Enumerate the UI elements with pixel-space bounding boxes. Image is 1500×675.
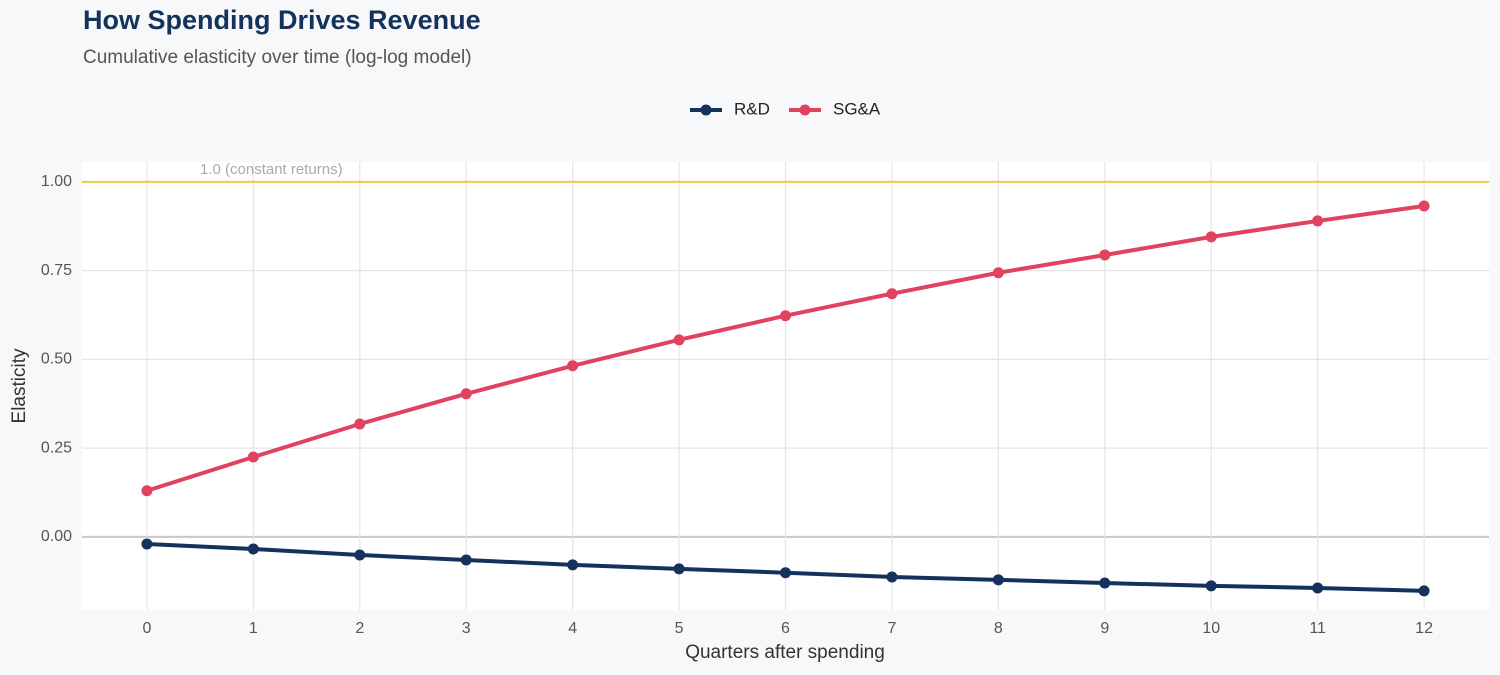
- y-tick-label: 0.75: [41, 262, 72, 279]
- data-point: [141, 485, 153, 497]
- x-tick-label: 9: [1100, 620, 1109, 637]
- data-point: [673, 563, 685, 575]
- reference-label: 1.0 (constant returns): [200, 161, 343, 178]
- x-tick-label: 5: [675, 620, 684, 637]
- data-point: [886, 288, 898, 300]
- chart-title: How Spending Drives Revenue: [83, 5, 481, 35]
- y-tick-label: 0.00: [41, 528, 72, 545]
- data-point: [1418, 585, 1430, 597]
- legend-label: SG&A: [833, 99, 881, 118]
- data-point: [886, 571, 898, 583]
- x-tick-label: 7: [887, 620, 896, 637]
- data-point: [460, 388, 472, 400]
- data-point: [354, 418, 366, 430]
- x-tick-label: 0: [142, 620, 151, 637]
- x-tick-label: 4: [568, 620, 577, 637]
- x-tick-label: 2: [355, 620, 364, 637]
- x-tick-label: 8: [994, 620, 1003, 637]
- x-tick-label: 6: [781, 620, 790, 637]
- data-point: [1418, 200, 1430, 212]
- data-point: [1205, 580, 1217, 592]
- legend-swatch-dot: [799, 104, 811, 116]
- legend-label: R&D: [734, 99, 770, 118]
- legend-swatch-dot: [700, 104, 712, 116]
- data-point: [1312, 215, 1324, 227]
- data-point: [567, 559, 579, 571]
- x-tick-label: 12: [1415, 620, 1433, 637]
- y-tick-label: 0.25: [41, 439, 72, 456]
- data-point: [1205, 231, 1217, 243]
- x-axis-title: Quarters after spending: [685, 642, 885, 663]
- data-point: [247, 543, 259, 555]
- data-point: [460, 554, 472, 566]
- data-point: [1099, 577, 1111, 589]
- data-point: [673, 334, 685, 346]
- x-tick-label: 3: [462, 620, 471, 637]
- y-axis-title: Elasticity: [9, 348, 30, 423]
- y-tick-label: 0.50: [41, 351, 72, 368]
- data-point: [780, 310, 791, 322]
- data-point: [141, 538, 153, 550]
- x-tick-label: 1: [249, 620, 258, 637]
- x-tick-label: 11: [1309, 620, 1326, 637]
- chart-subtitle: Cumulative elasticity over time (log-log…: [83, 47, 472, 68]
- data-point: [1099, 249, 1111, 261]
- data-point: [780, 567, 791, 579]
- data-point: [992, 574, 1004, 586]
- data-point: [992, 267, 1004, 279]
- data-point: [247, 451, 259, 463]
- data-point: [567, 360, 579, 372]
- x-tick-label: 10: [1202, 620, 1220, 637]
- data-point: [354, 549, 366, 561]
- y-tick-label: 1.00: [41, 173, 72, 190]
- data-point: [1312, 582, 1324, 594]
